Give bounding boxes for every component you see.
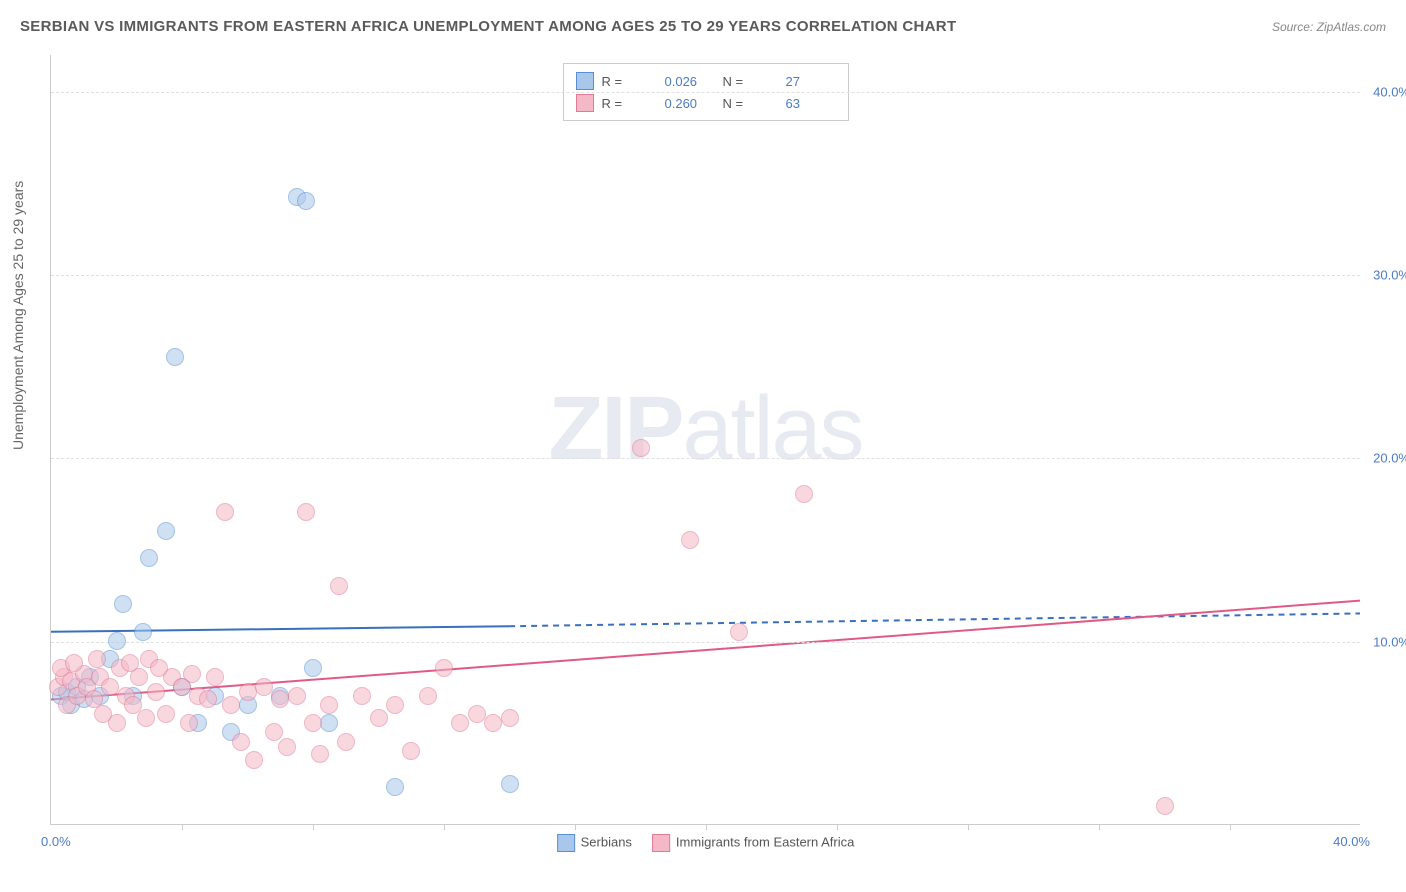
data-point bbox=[157, 522, 175, 540]
gridline bbox=[51, 92, 1360, 93]
data-point bbox=[108, 714, 126, 732]
data-point bbox=[183, 665, 201, 683]
data-point bbox=[419, 687, 437, 705]
x-tick-mark bbox=[1230, 824, 1231, 830]
legend-swatch bbox=[557, 834, 575, 852]
x-tick-label: 0.0% bbox=[41, 834, 71, 849]
chart-title: SERBIAN VS IMMIGRANTS FROM EASTERN AFRIC… bbox=[20, 18, 956, 35]
legend-row: R = 0.260 N = 63 bbox=[576, 92, 836, 114]
x-tick-label: 40.0% bbox=[1333, 834, 1370, 849]
data-point bbox=[320, 696, 338, 714]
legend-series-name: Immigrants from Eastern Africa bbox=[676, 834, 854, 849]
legend-n-label: N = bbox=[723, 74, 778, 89]
data-point bbox=[311, 745, 329, 763]
x-tick-mark bbox=[313, 824, 314, 830]
data-point bbox=[484, 714, 502, 732]
data-point bbox=[114, 595, 132, 613]
data-point bbox=[180, 714, 198, 732]
data-point bbox=[501, 709, 519, 727]
data-point bbox=[147, 683, 165, 701]
data-point bbox=[288, 687, 306, 705]
data-point bbox=[278, 738, 296, 756]
legend-item: Serbians bbox=[557, 834, 632, 852]
x-tick-mark bbox=[1099, 824, 1100, 830]
x-tick-mark bbox=[968, 824, 969, 830]
data-point bbox=[137, 709, 155, 727]
data-point bbox=[65, 654, 83, 672]
gridline bbox=[51, 642, 1360, 643]
legend-r-label: R = bbox=[602, 96, 657, 111]
x-tick-mark bbox=[706, 824, 707, 830]
data-point bbox=[386, 696, 404, 714]
data-point bbox=[265, 723, 283, 741]
data-point bbox=[297, 192, 315, 210]
data-point bbox=[101, 678, 119, 696]
data-point bbox=[353, 687, 371, 705]
x-tick-mark bbox=[444, 824, 445, 830]
x-tick-mark bbox=[575, 824, 576, 830]
y-tick-label: 20.0% bbox=[1373, 451, 1406, 466]
y-tick-label: 30.0% bbox=[1373, 268, 1406, 283]
data-point bbox=[232, 733, 250, 751]
data-point bbox=[271, 690, 289, 708]
legend-series-name: Serbians bbox=[581, 834, 632, 849]
data-point bbox=[222, 696, 240, 714]
data-point bbox=[501, 775, 519, 793]
legend-r-value: 0.260 bbox=[665, 96, 715, 111]
data-point bbox=[121, 654, 139, 672]
data-point bbox=[88, 650, 106, 668]
data-point bbox=[330, 577, 348, 595]
data-point bbox=[402, 742, 420, 760]
data-point bbox=[206, 668, 224, 686]
legend-r-label: R = bbox=[602, 74, 657, 89]
data-point bbox=[304, 659, 322, 677]
data-point bbox=[451, 714, 469, 732]
data-point bbox=[435, 659, 453, 677]
legend-item: Immigrants from Eastern Africa bbox=[652, 834, 854, 852]
data-point bbox=[468, 705, 486, 723]
data-point bbox=[150, 659, 168, 677]
data-point bbox=[239, 683, 257, 701]
data-point bbox=[130, 668, 148, 686]
y-tick-label: 40.0% bbox=[1373, 84, 1406, 99]
legend-swatch bbox=[576, 72, 594, 90]
source-label: Source: ZipAtlas.com bbox=[1272, 20, 1386, 34]
data-point bbox=[320, 714, 338, 732]
data-point bbox=[297, 503, 315, 521]
data-point bbox=[386, 778, 404, 796]
data-point bbox=[255, 678, 273, 696]
gridline bbox=[51, 275, 1360, 276]
data-point bbox=[166, 348, 184, 366]
watermark: ZIPatlas bbox=[548, 378, 862, 481]
legend-n-value: 27 bbox=[786, 74, 836, 89]
legend-n-label: N = bbox=[723, 96, 778, 111]
data-point bbox=[632, 439, 650, 457]
data-point bbox=[108, 632, 126, 650]
data-point bbox=[216, 503, 234, 521]
data-point bbox=[140, 549, 158, 567]
legend-row: R = 0.026 N = 27 bbox=[576, 70, 836, 92]
data-point bbox=[730, 623, 748, 641]
legend-r-value: 0.026 bbox=[665, 74, 715, 89]
data-point bbox=[370, 709, 388, 727]
data-point bbox=[1156, 797, 1174, 815]
gridline bbox=[51, 458, 1360, 459]
x-tick-mark bbox=[182, 824, 183, 830]
data-point bbox=[681, 531, 699, 549]
data-point bbox=[199, 690, 217, 708]
data-point bbox=[134, 623, 152, 641]
y-axis-label: Unemployment Among Ages 25 to 29 years bbox=[10, 181, 26, 450]
legend-swatch bbox=[652, 834, 670, 852]
data-point bbox=[337, 733, 355, 751]
data-point bbox=[157, 705, 175, 723]
legend-swatch bbox=[576, 94, 594, 112]
y-tick-label: 10.0% bbox=[1373, 634, 1406, 649]
series-legend: Serbians Immigrants from Eastern Africa bbox=[557, 834, 855, 852]
legend-n-value: 63 bbox=[786, 96, 836, 111]
data-point bbox=[795, 485, 813, 503]
data-point bbox=[304, 714, 322, 732]
plot-area: ZIPatlas R = 0.026 N = 27 R = 0.260 N = … bbox=[50, 55, 1360, 825]
data-point bbox=[245, 751, 263, 769]
x-tick-mark bbox=[837, 824, 838, 830]
